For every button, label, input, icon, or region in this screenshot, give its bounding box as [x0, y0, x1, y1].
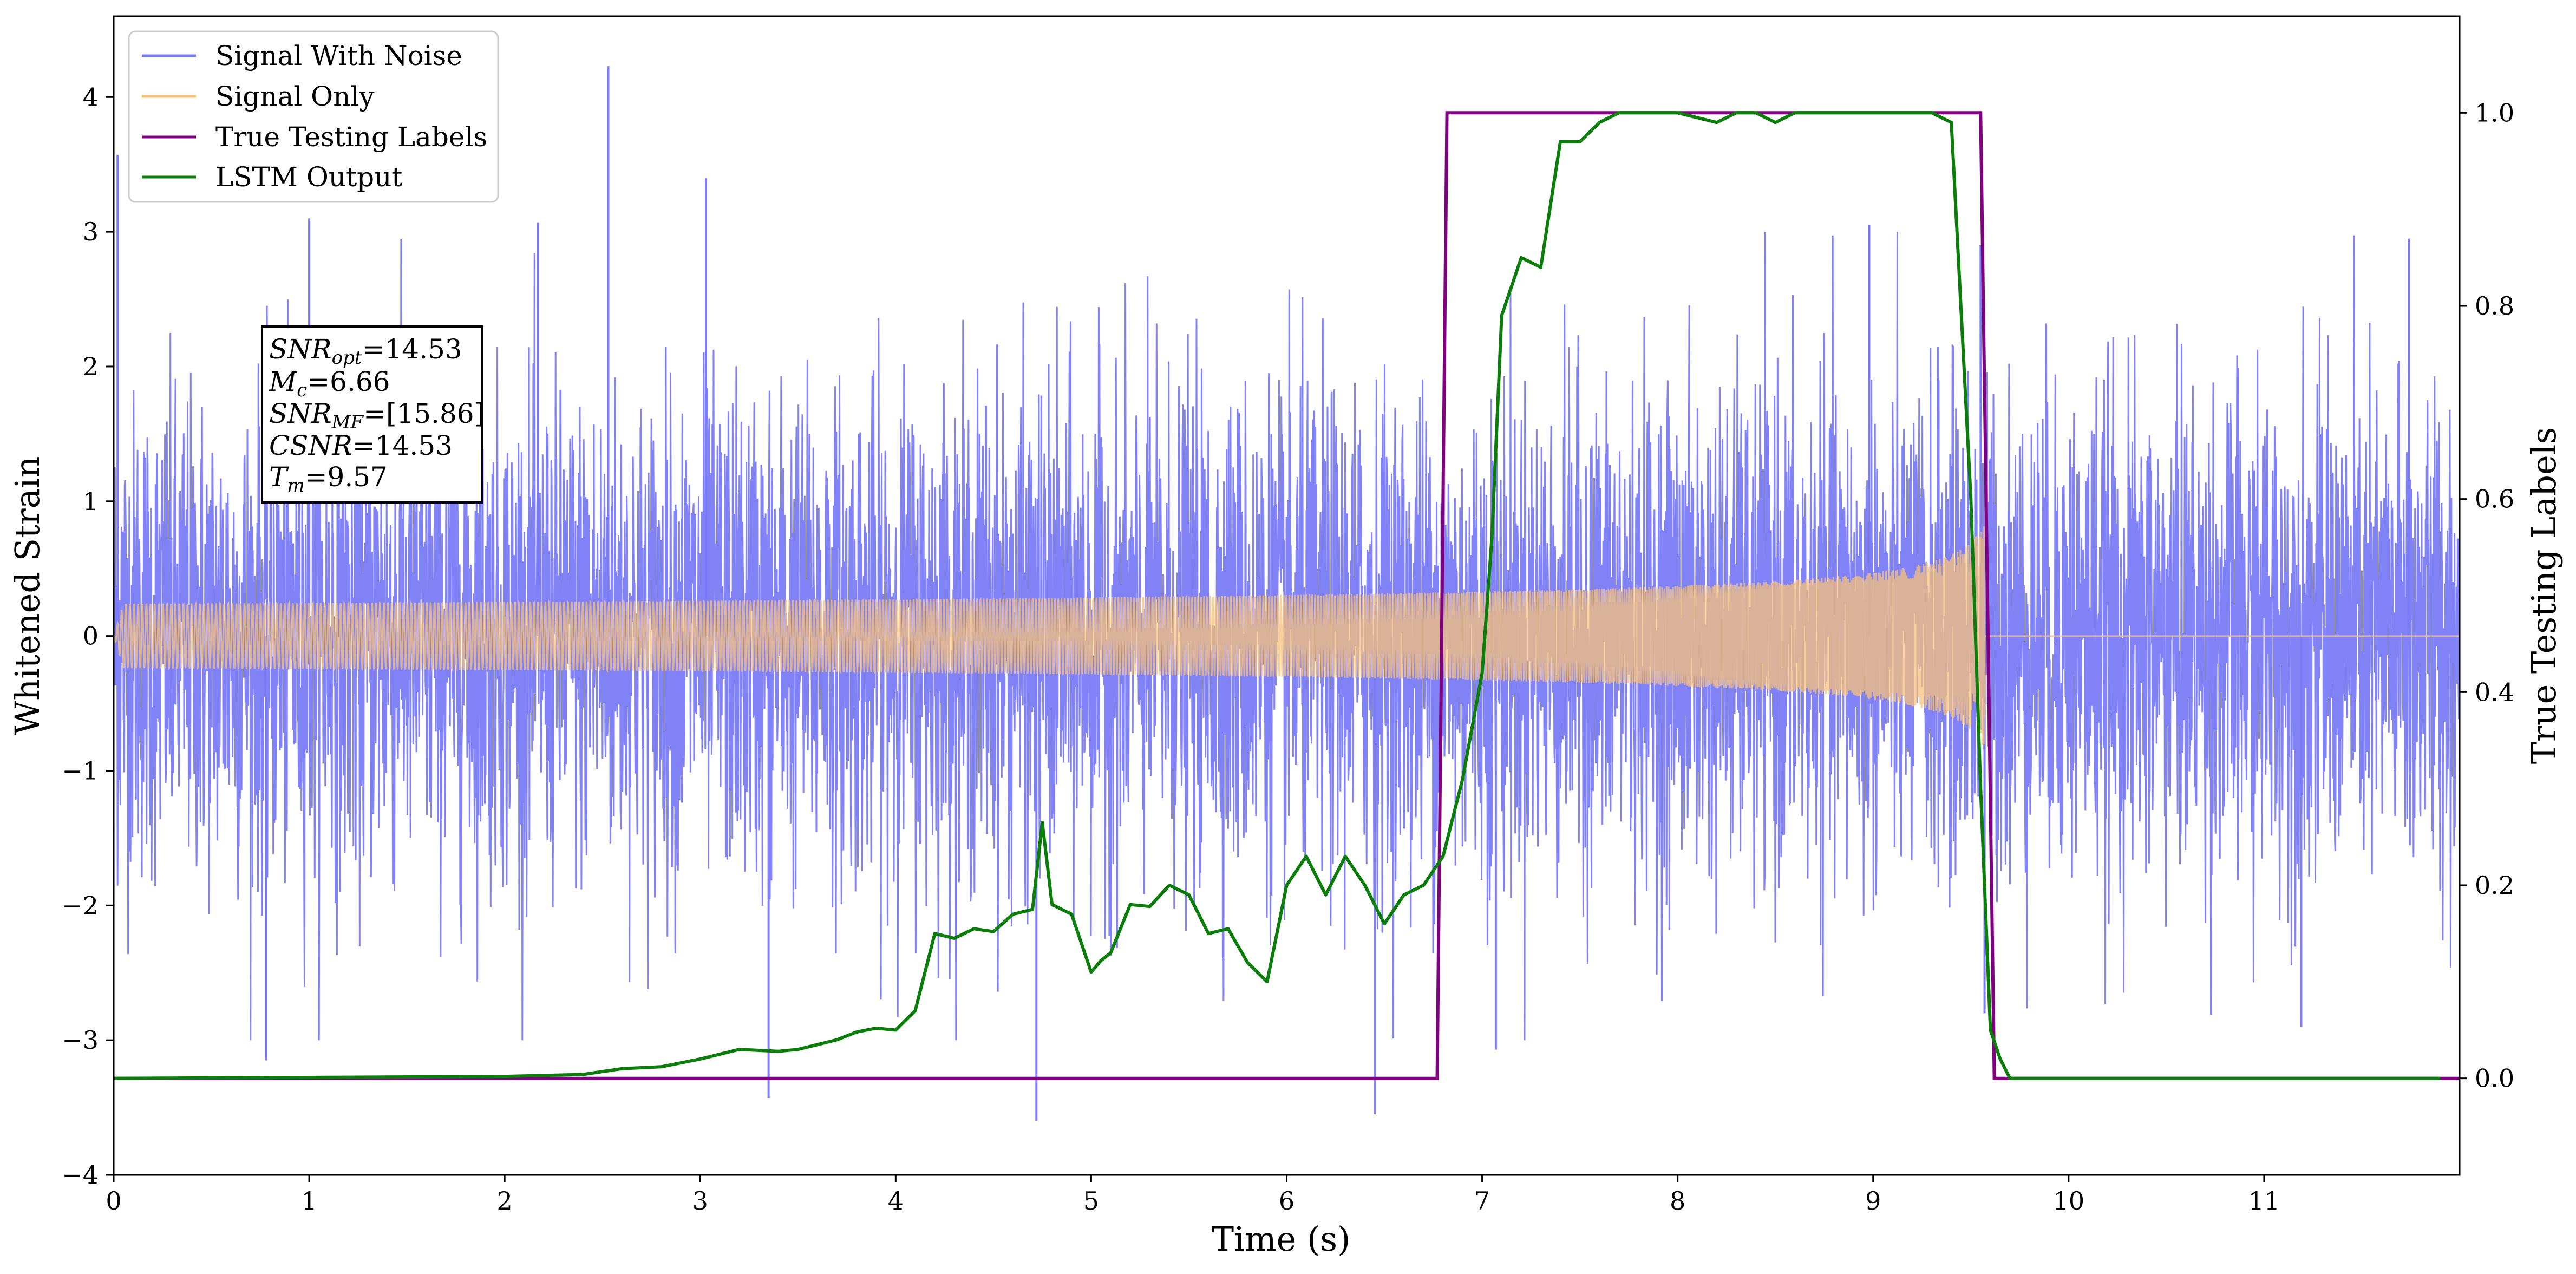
- y-right-axis-label: True Testing Labels: [2524, 427, 2564, 765]
- x-tick-label: 5: [1083, 1186, 1099, 1216]
- y-right-tick-label: 0.4: [2475, 677, 2514, 707]
- x-tick-label: 2: [497, 1186, 513, 1216]
- y-right-axis-ticks: 0.0 0.2 0.4 0.6 0.8 1.0: [2460, 98, 2514, 1093]
- x-tick-label: 6: [1279, 1186, 1294, 1216]
- y-tick-label: −2: [62, 891, 99, 920]
- y-tick-label: 4: [83, 82, 99, 112]
- legend-label-signal-with-noise: Signal With Noise: [215, 40, 462, 71]
- y-tick-label: 1: [83, 487, 99, 516]
- annotation-snr-opt: SNRopt=14.53: [269, 334, 462, 369]
- x-tick-label: 1: [301, 1186, 317, 1216]
- annotation-box: SNRopt=14.53 Mc=6.66 SNRMF=[15.86] CSNR=…: [261, 325, 485, 504]
- annotation-csnr: CSNR=14.53: [269, 430, 453, 461]
- y-right-tick-label: 0.6: [2475, 485, 2514, 514]
- x-tick-label: 9: [1865, 1186, 1881, 1216]
- legend-label-lstm-output: LSTM Output: [215, 161, 402, 193]
- x-tick-label: 3: [692, 1186, 708, 1216]
- y-right-tick-label: 0.2: [2475, 871, 2514, 900]
- legend-label-signal-only: Signal Only: [215, 81, 375, 112]
- x-tick-label: 10: [2053, 1186, 2085, 1216]
- signal-only-line: [114, 526, 2460, 745]
- y-tick-label: −1: [62, 756, 99, 785]
- y-tick-label: 0: [83, 622, 99, 651]
- annotation-merger-time: Tm=9.57: [269, 461, 388, 496]
- y-tick-label: 3: [83, 217, 99, 246]
- x-tick-label: 0: [106, 1186, 121, 1216]
- annotation-snr-mf: SNRMF=[15.86]: [269, 398, 485, 433]
- annotation-chirp-mass: Mc=6.66: [269, 366, 390, 401]
- y-tick-label: −4: [62, 1160, 99, 1190]
- legend-label-true-testing-labels: True Testing Labels: [215, 121, 487, 153]
- y-tick-label: 2: [83, 352, 99, 381]
- y-right-tick-label: 0.8: [2475, 291, 2514, 321]
- x-tick-label: 11: [2248, 1186, 2280, 1216]
- signal-only-layer: [114, 526, 2460, 745]
- legend: Signal With Noise Signal Only True Testi…: [128, 30, 499, 203]
- x-axis-ticks: 0 1 2 3 4 5 6 7 8 9 10 11: [106, 1175, 2280, 1216]
- y-right-tick-label: 1.0: [2475, 98, 2514, 127]
- y-axis-label: Whitened Strain: [8, 456, 47, 735]
- y-axis-ticks: −4 −3 −2 −1 0 1 2 3 4: [62, 82, 114, 1190]
- x-tick-label: 8: [1670, 1186, 1685, 1216]
- y-right-tick-label: 0.0: [2475, 1064, 2514, 1093]
- lstm-output-line: [114, 111, 2440, 1080]
- lstm-output-layer: [114, 111, 2440, 1080]
- x-tick-label: 4: [888, 1186, 904, 1216]
- plot-area: [114, 66, 2460, 1121]
- y-tick-label: −3: [62, 1025, 99, 1055]
- x-tick-label: 7: [1474, 1186, 1490, 1216]
- x-axis-label: Time (s): [1212, 1219, 1351, 1259]
